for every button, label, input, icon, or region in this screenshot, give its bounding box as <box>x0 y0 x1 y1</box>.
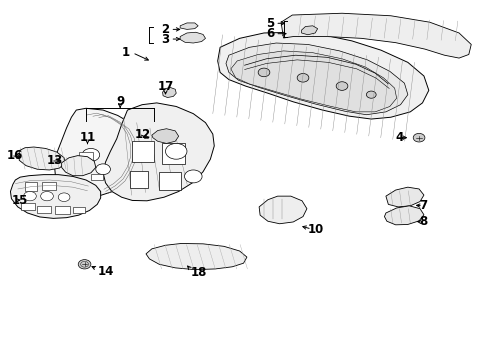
Bar <box>73 207 85 213</box>
Text: 14: 14 <box>97 265 113 278</box>
Circle shape <box>366 91 375 98</box>
Circle shape <box>23 192 36 201</box>
Text: 13: 13 <box>47 154 63 167</box>
Text: 4: 4 <box>395 131 403 144</box>
Polygon shape <box>281 13 470 58</box>
Bar <box>25 182 37 191</box>
Polygon shape <box>385 187 423 207</box>
Polygon shape <box>152 129 178 143</box>
Text: 15: 15 <box>11 194 28 207</box>
Circle shape <box>96 164 110 175</box>
Circle shape <box>58 193 70 202</box>
Bar <box>42 182 56 190</box>
Bar <box>79 152 93 160</box>
Circle shape <box>82 148 100 161</box>
Circle shape <box>78 260 91 269</box>
Polygon shape <box>10 175 101 219</box>
Polygon shape <box>162 87 176 98</box>
Bar <box>21 203 35 211</box>
Text: 6: 6 <box>266 27 274 40</box>
Bar <box>37 206 51 213</box>
Text: 11: 11 <box>79 131 96 144</box>
Text: 3: 3 <box>161 32 169 46</box>
Bar <box>159 172 181 190</box>
Circle shape <box>297 73 308 82</box>
Bar <box>55 206 70 214</box>
Polygon shape <box>225 43 407 115</box>
Polygon shape <box>61 156 96 176</box>
Text: 2: 2 <box>161 23 169 36</box>
Polygon shape <box>301 26 317 35</box>
Circle shape <box>41 192 53 201</box>
Polygon shape <box>180 23 198 30</box>
Polygon shape <box>384 206 423 225</box>
Polygon shape <box>54 108 144 197</box>
Text: 9: 9 <box>116 95 124 108</box>
Text: 10: 10 <box>307 222 324 236</box>
Bar <box>130 171 148 188</box>
Bar <box>161 143 184 164</box>
Polygon shape <box>259 196 306 224</box>
Circle shape <box>412 134 424 142</box>
Text: 8: 8 <box>418 215 427 229</box>
Text: 7: 7 <box>418 199 427 212</box>
Text: 17: 17 <box>157 80 173 93</box>
Bar <box>132 140 154 162</box>
Polygon shape <box>230 51 396 112</box>
Text: 18: 18 <box>190 266 207 279</box>
Bar <box>91 174 103 180</box>
Circle shape <box>335 82 347 90</box>
Text: 16: 16 <box>7 149 23 162</box>
Polygon shape <box>146 243 246 270</box>
Polygon shape <box>103 103 214 201</box>
Polygon shape <box>180 32 205 43</box>
Circle shape <box>258 68 269 77</box>
Circle shape <box>165 143 186 159</box>
Text: 12: 12 <box>135 127 151 141</box>
Text: 5: 5 <box>266 17 274 30</box>
Circle shape <box>184 170 202 183</box>
Polygon shape <box>19 147 65 170</box>
Text: 1: 1 <box>122 46 130 59</box>
Polygon shape <box>217 32 428 119</box>
